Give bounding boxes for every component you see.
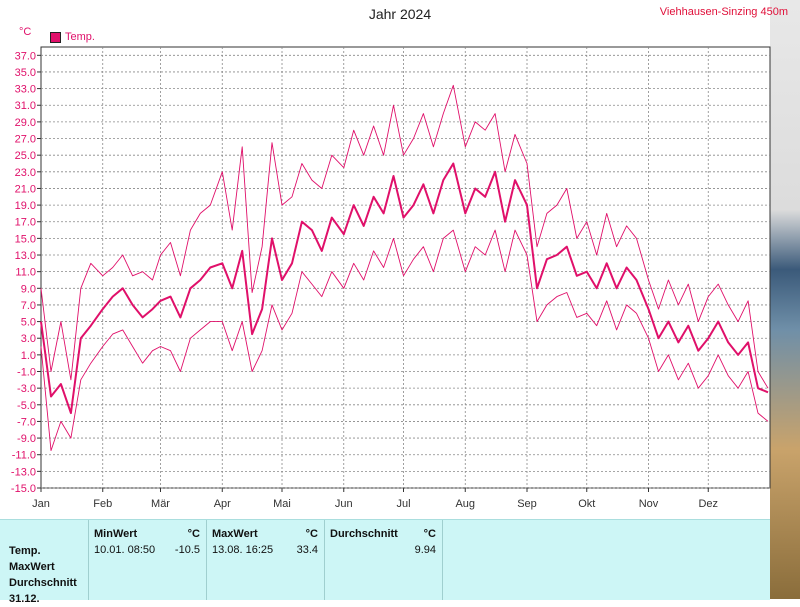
x-tick-label: Aug: [455, 498, 475, 510]
y-tick-label: 29.0: [15, 117, 36, 129]
y-tick-label: -13.0: [11, 466, 36, 478]
plot-area: [40, 46, 771, 489]
y-tick-label: -7.0: [17, 416, 36, 428]
y-tick-label: 33.0: [15, 84, 36, 96]
stats-max-column: MaxWert °C 13.08. 16:25 33.4: [206, 520, 325, 600]
max-value: 33.4: [296, 544, 318, 556]
x-tick-label: Okt: [578, 498, 595, 510]
series-line-mean: [40, 162, 769, 415]
avg-header: Durchschnitt: [330, 528, 398, 540]
max-unit: °C: [305, 528, 318, 540]
x-tick-label: Apr: [214, 498, 231, 510]
x-tick-label: Dez: [698, 498, 718, 510]
y-tick-label: -11.0: [12, 450, 36, 462]
y-tick-label: 37.0: [15, 50, 36, 62]
y-tick-label: 5.0: [21, 317, 36, 329]
y-tick-label: 13.0: [15, 250, 36, 262]
y-tick-label: -5.0: [17, 400, 36, 412]
legend-swatch: [50, 31, 61, 43]
avg-unit: °C: [423, 528, 436, 540]
background-photo-strip: [770, 0, 800, 599]
chart-title: Jahr 2024: [368, 6, 432, 22]
y-tick-label: 23.0: [15, 167, 36, 179]
row-label-temp: Temp.: [9, 545, 41, 557]
stats-avg-column: Durchschnitt °C 9.94: [324, 520, 443, 600]
stats-row-labels: Temp. MaxWert Durchschnitt 31.12.: [9, 543, 77, 607]
x-tick-label: Sep: [517, 498, 537, 510]
y-tick-label: 15.0: [15, 233, 36, 245]
station-label: Viehhausen-Sinzing 450m: [659, 6, 788, 18]
legend-label: Temp.: [65, 31, 95, 43]
y-tick-label: -1.0: [17, 367, 36, 379]
min-value: -10.5: [174, 544, 200, 556]
row-label-durchschnitt: Durchschnitt: [9, 577, 77, 589]
legend: Temp.: [50, 31, 95, 43]
x-tick-label: Jul: [396, 498, 410, 510]
row-label-maxwert: MaxWert: [9, 561, 55, 573]
series-line-max: [40, 84, 769, 389]
y-tick-label: -9.0: [17, 433, 36, 445]
y-tick-label: 7.0: [21, 300, 36, 312]
y-tick-label: 9.0: [21, 283, 36, 295]
y-tick-label: 25.0: [15, 150, 36, 162]
series-line-min: [40, 229, 769, 452]
y-tick-label: -15.0: [11, 483, 36, 495]
y-tick-label: 35.0: [15, 67, 36, 79]
stats-panel: Temp. MaxWert Durchschnitt 31.12. MinWer…: [0, 519, 770, 605]
min-header: MinWert: [94, 528, 138, 540]
x-tick-label: Jan: [32, 498, 50, 510]
min-time: 10.01. 08:50: [94, 544, 156, 556]
row-label-date: 31.12.: [9, 593, 40, 605]
stats-min-column: MinWert °C 10.01. 08:50 -10.5: [88, 520, 207, 600]
y-tick-label: 1.0: [21, 350, 36, 362]
y-tick-label: 19.0: [15, 200, 36, 212]
max-time: 13.08. 16:25: [212, 544, 274, 556]
x-tick-label: Feb: [93, 498, 112, 510]
y-tick-label: 3.0: [21, 333, 36, 345]
y-tick-label: 17.0: [15, 217, 36, 229]
x-tick-label: Nov: [639, 498, 659, 510]
y-tick-label: -3.0: [17, 383, 36, 395]
y-tick-label: 27.0: [15, 134, 36, 146]
y-axis-unit: °C: [19, 26, 32, 38]
x-tick-label: Mai: [273, 498, 291, 510]
avg-value: 9.94: [414, 544, 436, 556]
stats-label-column: Temp. MaxWert Durchschnitt 31.12.: [0, 520, 89, 605]
min-unit: °C: [187, 528, 200, 540]
y-tick-label: 31.0: [15, 100, 36, 112]
temperature-chart: 37.0 35.0 33.0 31.0 29.0 27.0 25.0 23.0 21.0 19.0…: [11, 46, 771, 510]
y-tick-label: 11.0: [15, 267, 36, 279]
y-tick-label: 21.0: [15, 183, 36, 195]
max-header: MaxWert: [212, 528, 258, 540]
x-tick-label: Jun: [335, 498, 353, 510]
x-tick-label: Mär: [151, 498, 170, 510]
